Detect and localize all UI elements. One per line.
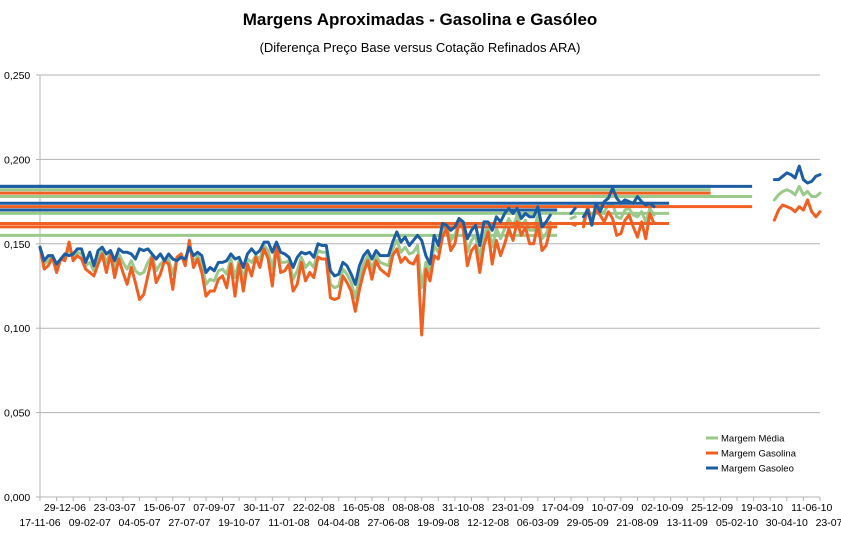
legend-label: Margem Média [721, 434, 785, 445]
x-tick-label: 31-10-08 [442, 502, 484, 514]
series-line-segment [38, 205, 552, 286]
series-line-segment [569, 206, 577, 215]
x-tick-label: 27-06-08 [367, 517, 409, 529]
x-tick-label: 09-02-07 [69, 517, 111, 529]
y-tick-label: 0,000 [4, 492, 30, 504]
x-tick-label: 21-08-09 [616, 517, 658, 529]
x-tick-label: 13-11-09 [667, 517, 708, 529]
axes [39, 75, 820, 498]
legend-label: Margem Gasoleo [721, 464, 794, 475]
x-tick-label: 17-04-09 [542, 502, 584, 514]
x-tick-label: 30-11-07 [243, 502, 284, 514]
x-tick-label: 02-10-09 [641, 502, 683, 514]
x-tick-label: 29-12-06 [44, 502, 86, 514]
x-tick-label: 23-03-07 [94, 502, 136, 514]
gridlines [40, 74, 820, 414]
x-tick-label: 15-06-07 [143, 502, 185, 514]
x-tick-label: 11-01-08 [268, 517, 309, 529]
x-tick-label: 16-05-08 [343, 502, 385, 514]
x-tick-label: 30-04-10 [766, 517, 808, 529]
x-tick-label: 23-07-10 [816, 517, 841, 529]
x-tick-label: 23-01-09 [492, 502, 534, 514]
x-tick-label: 05-02-10 [716, 517, 758, 529]
x-tick-label: 19-10-07 [218, 517, 260, 529]
x-tick-label: 12-12-08 [467, 517, 509, 529]
y-tick-label: 0,050 [4, 408, 30, 420]
legend: Margem Média Margem Gasolina Margem Gasole… [706, 434, 797, 475]
x-tick-label: 25-12-09 [691, 502, 733, 514]
series-line-segment [772, 164, 822, 185]
x-tick-label: 07-09-07 [193, 502, 235, 514]
series-line-segment [38, 220, 552, 337]
series-2 [0, 191, 822, 337]
y-tick-label: 0,250 [4, 70, 30, 82]
x-tick-label: 22-02-08 [293, 502, 335, 514]
x-tick-label: 04-04-08 [318, 517, 360, 529]
chart-subtitle: (Diferença Preço Base versus Cotação Ref… [260, 40, 581, 55]
legend-label: Margem Gasolina [721, 449, 797, 460]
y-axis-ticks: 0,000 0,050 0,100 0,150 0,200 0,250 [4, 70, 40, 504]
chart-title: Margens Aproximadas - Gasolina e Gasóleo [243, 10, 598, 29]
series-line-segment [569, 215, 577, 220]
x-tick-label: 17-11-06 [19, 517, 60, 529]
y-tick-label: 0,200 [4, 154, 30, 166]
x-axis-ticks: 17-11-06 09-02-07 04-05-07 27-07-07 19-10-07… [19, 497, 841, 529]
x-tick-label: 27-07-07 [168, 517, 210, 529]
x-tick-label: 19-03-10 [741, 502, 783, 514]
x-tick-label: 08-08-08 [392, 502, 434, 514]
x-tick-label: 19-09-08 [417, 517, 459, 529]
x-tick-label: 04-05-07 [119, 517, 161, 529]
x-tick-label: 29-05-09 [567, 517, 609, 529]
x-tick-label: 10-07-09 [592, 502, 634, 514]
series-lines [0, 164, 822, 337]
x-tick-label: 11-06-10 [791, 502, 832, 514]
series-3 [0, 164, 822, 286]
y-tick-label: 0,150 [4, 239, 30, 251]
y-tick-label: 0,100 [4, 323, 30, 335]
x-tick-label: 06-03-09 [517, 517, 559, 529]
series-line-segment [772, 184, 822, 202]
series-line-segment [772, 198, 822, 222]
